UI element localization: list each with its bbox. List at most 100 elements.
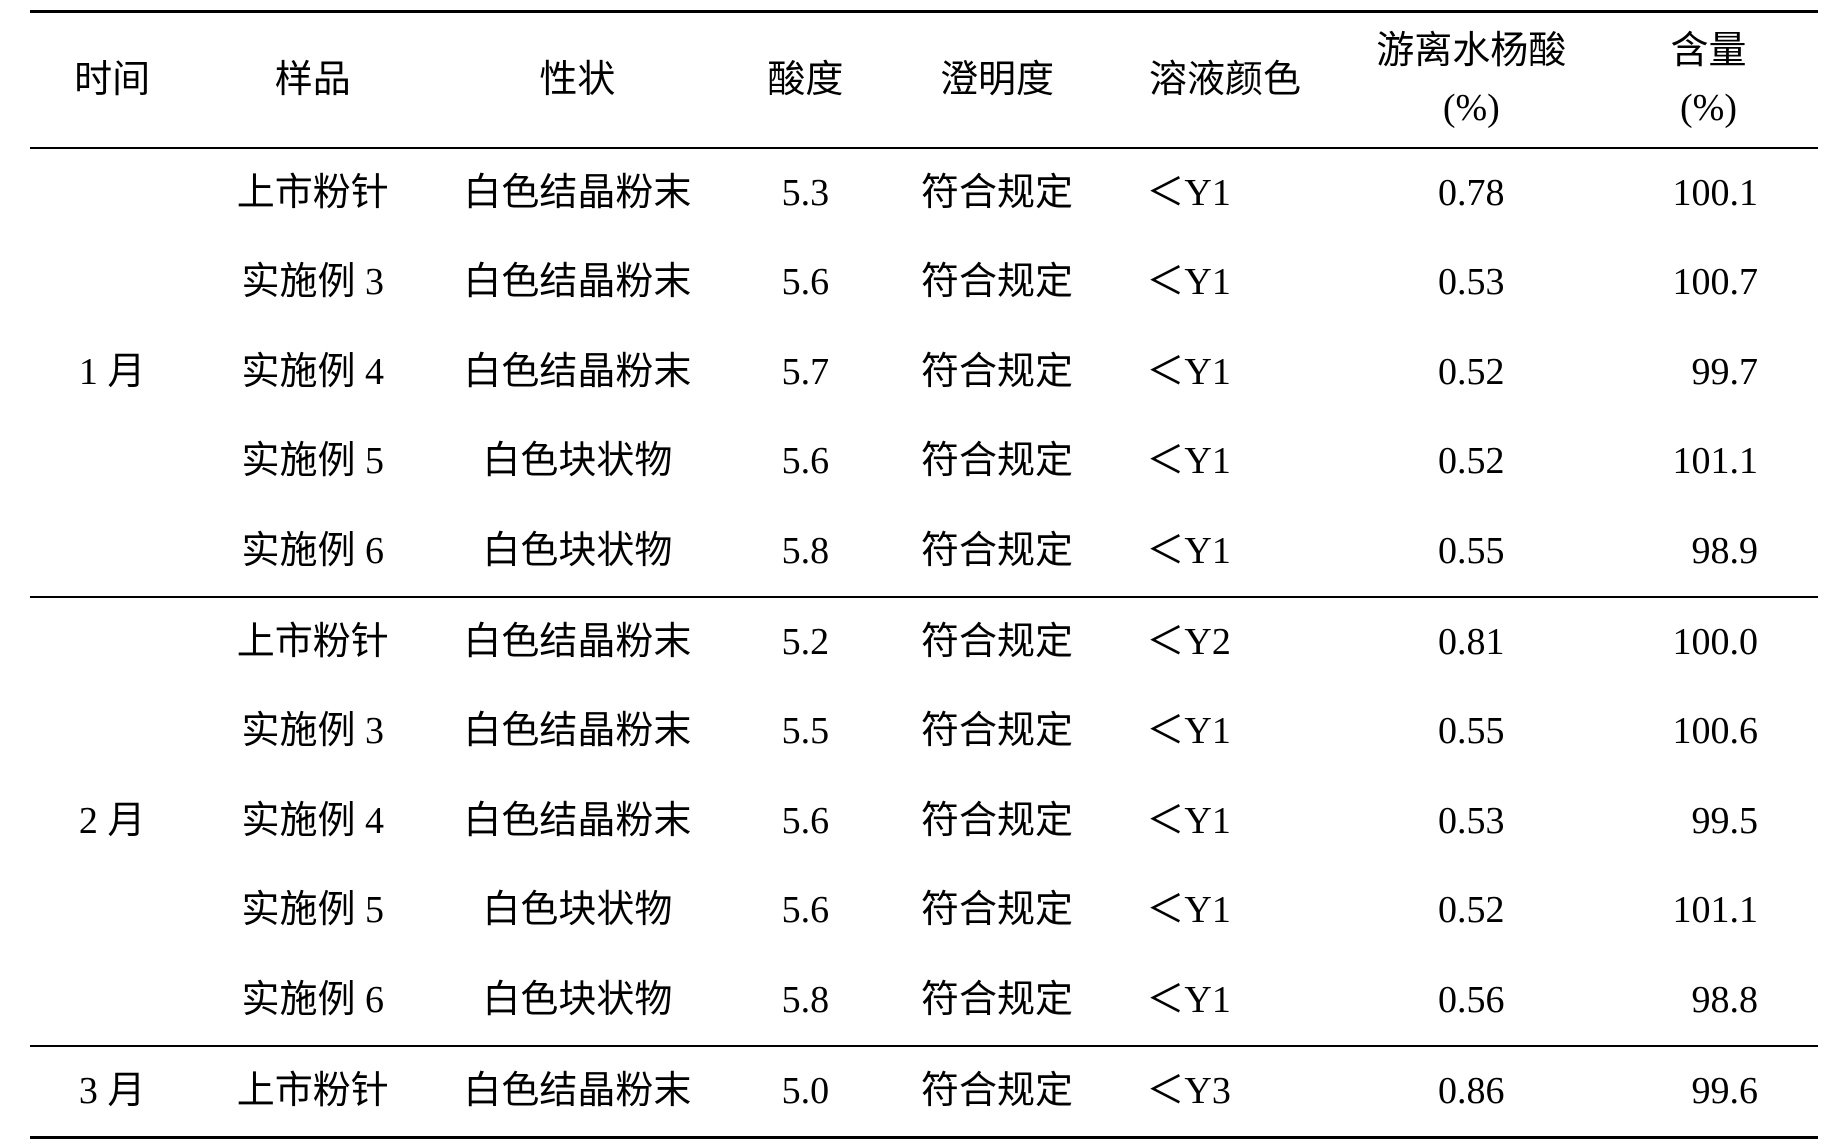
header-content-line1: 含量 <box>1607 23 1810 80</box>
table-row: 实施例 3白色结晶粉末5.5符合规定＜Y10.55100.6 <box>30 687 1818 776</box>
table-row: 实施例 5白色块状物5.6符合规定＜Y10.52101.1 <box>30 866 1818 955</box>
acidity-cell: 5.2 <box>723 597 887 687</box>
salicylic-cell: 0.53 <box>1344 238 1599 327</box>
color-cell: ＜Y1 <box>1106 417 1343 506</box>
acidity-cell: 5.6 <box>723 417 887 506</box>
header-salicylic-line2: (%) <box>1352 80 1591 137</box>
sample-cell: 实施例 5 <box>194 866 431 955</box>
content-cell: 101.1 <box>1599 866 1818 955</box>
clarity-cell: 符合规定 <box>887 417 1106 506</box>
acidity-cell: 5.6 <box>723 777 887 866</box>
salicylic-cell: 0.55 <box>1344 507 1599 597</box>
time-cell: 1 月 <box>30 148 194 597</box>
appearance-cell: 白色结晶粉末 <box>431 238 723 327</box>
salicylic-cell: 0.52 <box>1344 866 1599 955</box>
content-cell: 99.6 <box>1599 1046 1818 1138</box>
appearance-cell: 白色块状物 <box>431 866 723 955</box>
sample-cell: 实施例 6 <box>194 507 431 597</box>
header-sample: 样品 <box>194 12 431 149</box>
table-header-row: 时间 样品 性状 酸度 澄明度 溶液颜色 游离水杨酸 (%) 含量 (%) <box>30 12 1818 149</box>
header-acidity: 酸度 <box>723 12 887 149</box>
color-cell: ＜Y1 <box>1106 687 1343 776</box>
header-clarity: 澄明度 <box>887 12 1106 149</box>
acidity-cell: 5.7 <box>723 328 887 417</box>
color-cell: ＜Y1 <box>1106 148 1343 238</box>
salicylic-cell: 0.52 <box>1344 328 1599 417</box>
salicylic-cell: 0.81 <box>1344 597 1599 687</box>
color-cell: ＜Y1 <box>1106 507 1343 597</box>
sample-cell: 上市粉针 <box>194 1046 431 1138</box>
salicylic-cell: 0.56 <box>1344 956 1599 1046</box>
content-cell: 100.7 <box>1599 238 1818 327</box>
appearance-cell: 白色结晶粉末 <box>431 1046 723 1138</box>
salicylic-cell: 0.53 <box>1344 777 1599 866</box>
acidity-cell: 5.0 <box>723 1046 887 1138</box>
acidity-cell: 5.8 <box>723 507 887 597</box>
header-salicylic-line1: 游离水杨酸 <box>1352 23 1591 80</box>
table-row: 实施例 4白色结晶粉末5.7符合规定＜Y10.5299.7 <box>30 328 1818 417</box>
header-content-line2: (%) <box>1607 80 1810 137</box>
clarity-cell: 符合规定 <box>887 866 1106 955</box>
salicylic-cell: 0.55 <box>1344 687 1599 776</box>
color-cell: ＜Y1 <box>1106 238 1343 327</box>
table-row: 实施例 5白色块状物5.6符合规定＜Y10.52101.1 <box>30 417 1818 506</box>
sample-cell: 实施例 3 <box>194 238 431 327</box>
table-row: 3 月上市粉针白色结晶粉末5.0符合规定＜Y30.8699.6 <box>30 1046 1818 1138</box>
content-cell: 99.5 <box>1599 777 1818 866</box>
color-cell: ＜Y2 <box>1106 597 1343 687</box>
time-cell: 3 月 <box>30 1046 194 1138</box>
time-cell: 2 月 <box>30 597 194 1046</box>
color-cell: ＜Y1 <box>1106 866 1343 955</box>
appearance-cell: 白色结晶粉末 <box>431 148 723 238</box>
table-body: 1 月上市粉针白色结晶粉末5.3符合规定＜Y10.78100.1实施例 3白色结… <box>30 148 1818 1138</box>
color-cell: ＜Y1 <box>1106 328 1343 417</box>
table-row: 1 月上市粉针白色结晶粉末5.3符合规定＜Y10.78100.1 <box>30 148 1818 238</box>
table-row: 实施例 6白色块状物5.8符合规定＜Y10.5598.9 <box>30 507 1818 597</box>
clarity-cell: 符合规定 <box>887 597 1106 687</box>
content-cell: 98.9 <box>1599 507 1818 597</box>
sample-cell: 实施例 4 <box>194 328 431 417</box>
clarity-cell: 符合规定 <box>887 328 1106 417</box>
header-solution-color: 溶液颜色 <box>1106 12 1343 149</box>
appearance-cell: 白色结晶粉末 <box>431 328 723 417</box>
acidity-cell: 5.6 <box>723 238 887 327</box>
clarity-cell: 符合规定 <box>887 148 1106 238</box>
table-row: 实施例 3白色结晶粉末5.6符合规定＜Y10.53100.7 <box>30 238 1818 327</box>
table-row: 实施例 6白色块状物5.8符合规定＜Y10.5698.8 <box>30 956 1818 1046</box>
acidity-cell: 5.6 <box>723 866 887 955</box>
color-cell: ＜Y1 <box>1106 956 1343 1046</box>
salicylic-cell: 0.52 <box>1344 417 1599 506</box>
acidity-cell: 5.3 <box>723 148 887 238</box>
header-content: 含量 (%) <box>1599 12 1818 149</box>
appearance-cell: 白色结晶粉末 <box>431 687 723 776</box>
color-cell: ＜Y1 <box>1106 777 1343 866</box>
appearance-cell: 白色块状物 <box>431 417 723 506</box>
sample-cell: 实施例 3 <box>194 687 431 776</box>
content-cell: 100.6 <box>1599 687 1818 776</box>
content-cell: 100.1 <box>1599 148 1818 238</box>
sample-cell: 上市粉针 <box>194 148 431 238</box>
color-cell: ＜Y3 <box>1106 1046 1343 1138</box>
sample-cell: 上市粉针 <box>194 597 431 687</box>
content-cell: 101.1 <box>1599 417 1818 506</box>
clarity-cell: 符合规定 <box>887 1046 1106 1138</box>
appearance-cell: 白色块状物 <box>431 507 723 597</box>
content-cell: 99.7 <box>1599 328 1818 417</box>
table-row: 2 月上市粉针白色结晶粉末5.2符合规定＜Y20.81100.0 <box>30 597 1818 687</box>
appearance-cell: 白色块状物 <box>431 956 723 1046</box>
appearance-cell: 白色结晶粉末 <box>431 777 723 866</box>
table-row: 实施例 4白色结晶粉末5.6符合规定＜Y10.5399.5 <box>30 777 1818 866</box>
stability-data-table: 时间 样品 性状 酸度 澄明度 溶液颜色 游离水杨酸 (%) 含量 (%) 1 … <box>30 10 1818 1139</box>
sample-cell: 实施例 6 <box>194 956 431 1046</box>
header-time: 时间 <box>30 12 194 149</box>
clarity-cell: 符合规定 <box>887 238 1106 327</box>
sample-cell: 实施例 4 <box>194 777 431 866</box>
sample-cell: 实施例 5 <box>194 417 431 506</box>
content-cell: 100.0 <box>1599 597 1818 687</box>
clarity-cell: 符合规定 <box>887 956 1106 1046</box>
clarity-cell: 符合规定 <box>887 687 1106 776</box>
salicylic-cell: 0.78 <box>1344 148 1599 238</box>
acidity-cell: 5.8 <box>723 956 887 1046</box>
appearance-cell: 白色结晶粉末 <box>431 597 723 687</box>
clarity-cell: 符合规定 <box>887 507 1106 597</box>
